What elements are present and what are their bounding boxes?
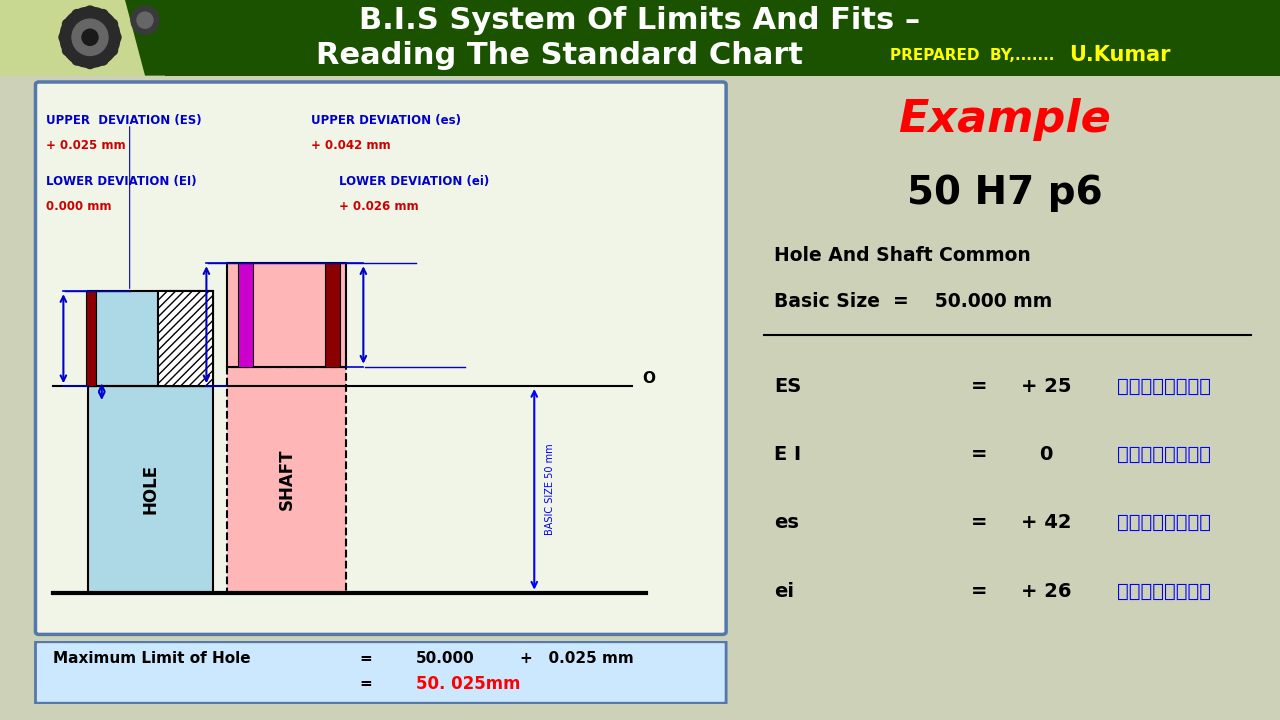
Text: 0: 0 <box>1039 445 1052 464</box>
Text: =: = <box>972 582 987 600</box>
Circle shape <box>108 45 118 55</box>
Circle shape <box>59 32 69 42</box>
Text: +   0.025 mm: + 0.025 mm <box>521 651 634 666</box>
Polygon shape <box>125 0 200 76</box>
Text: U.Kumar: U.Kumar <box>1069 45 1171 66</box>
Bar <box>165 0 1280 76</box>
Text: 50 H7 p6: 50 H7 p6 <box>908 174 1102 212</box>
Text: Reading The Standard Chart: Reading The Standard Chart <box>316 41 804 70</box>
Bar <box>228 264 346 366</box>
Text: + 0.042 mm: + 0.042 mm <box>311 139 390 152</box>
Circle shape <box>137 12 154 28</box>
Circle shape <box>72 55 82 65</box>
Text: =: = <box>972 513 987 532</box>
Bar <box>88 291 214 386</box>
Text: =: = <box>972 445 987 464</box>
Text: es: es <box>774 513 799 532</box>
Bar <box>0 0 200 76</box>
Text: + 26: + 26 <box>1020 582 1071 600</box>
Text: B.I.S System Of Limits And Fits –: B.I.S System Of Limits And Fits – <box>360 6 920 35</box>
Circle shape <box>99 55 108 65</box>
FancyBboxPatch shape <box>36 82 726 634</box>
Text: =: = <box>360 651 372 666</box>
Text: Maximum Limit of Hole: Maximum Limit of Hole <box>52 651 251 666</box>
Text: LOWER DEVIATION (EI): LOWER DEVIATION (EI) <box>46 175 197 188</box>
Circle shape <box>131 6 159 35</box>
Text: ES: ES <box>774 377 801 396</box>
Text: Basic Size  =    50.000 mm: Basic Size = 50.000 mm <box>774 292 1052 310</box>
Bar <box>325 264 340 366</box>
Text: 50.000: 50.000 <box>416 651 475 666</box>
Circle shape <box>111 32 122 42</box>
Circle shape <box>84 58 95 68</box>
Text: HOLE: HOLE <box>142 464 160 514</box>
Text: + 0.025 mm: + 0.025 mm <box>46 139 125 152</box>
FancyBboxPatch shape <box>36 642 726 703</box>
Text: E I: E I <box>774 445 801 464</box>
Circle shape <box>99 9 108 19</box>
Circle shape <box>63 19 73 30</box>
Text: + 0.026 mm: + 0.026 mm <box>339 200 419 213</box>
Text: SHAFT: SHAFT <box>278 449 296 510</box>
Text: LOWER DEVIATION (ei): LOWER DEVIATION (ei) <box>339 175 489 188</box>
Text: 0.000 mm: 0.000 mm <box>46 200 111 213</box>
Circle shape <box>108 19 118 30</box>
Text: मायक्रोन: मायक्रोन <box>1117 445 1211 464</box>
Text: + 25: + 25 <box>1020 377 1071 396</box>
Bar <box>88 386 214 593</box>
Text: + 42: + 42 <box>1020 513 1071 532</box>
Text: BASIC SIZE 50 mm: BASIC SIZE 50 mm <box>545 444 554 535</box>
Circle shape <box>63 45 73 55</box>
Bar <box>157 291 214 386</box>
Text: ei: ei <box>774 582 795 600</box>
Text: Example: Example <box>899 97 1111 140</box>
Text: =: = <box>972 377 987 396</box>
Text: PREPARED  BY,.......: PREPARED BY,....... <box>890 48 1055 63</box>
Text: 50. 025mm: 50. 025mm <box>416 675 520 693</box>
Circle shape <box>84 6 95 16</box>
Circle shape <box>72 9 82 19</box>
Text: O: O <box>643 372 655 387</box>
Circle shape <box>60 7 120 68</box>
Text: मायक्रोन: मायक्रोन <box>1117 513 1211 532</box>
Bar <box>228 366 346 593</box>
Bar <box>238 264 253 366</box>
Text: Hole And Shaft Common: Hole And Shaft Common <box>774 246 1032 265</box>
Bar <box>86 291 96 386</box>
Text: =: = <box>360 676 372 691</box>
Text: मायक्रोन: मायक्रोन <box>1117 377 1211 396</box>
Text: मायक्रोन: मायक्रोन <box>1117 582 1211 600</box>
Text: UPPER  DEVIATION (ES): UPPER DEVIATION (ES) <box>46 114 201 127</box>
Text: UPPER DEVIATION (es): UPPER DEVIATION (es) <box>311 114 461 127</box>
Circle shape <box>82 30 99 45</box>
Circle shape <box>72 19 108 55</box>
